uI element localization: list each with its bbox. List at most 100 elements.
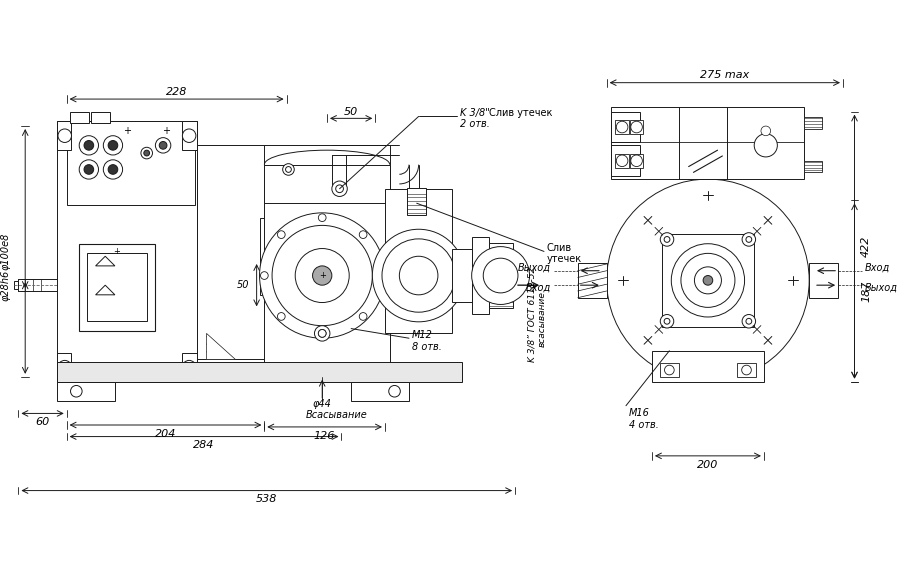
Bar <box>453 249 472 302</box>
Circle shape <box>156 137 171 153</box>
Circle shape <box>359 313 367 320</box>
Circle shape <box>472 246 529 304</box>
Bar <box>265 165 390 203</box>
Circle shape <box>631 121 643 133</box>
Bar <box>616 120 629 134</box>
Circle shape <box>319 329 326 337</box>
Text: 4 отв.: 4 отв. <box>629 420 659 430</box>
Bar <box>407 188 427 215</box>
Bar <box>197 146 266 360</box>
Text: 538: 538 <box>256 494 277 504</box>
Circle shape <box>260 271 268 280</box>
Text: 8 отв.: 8 отв. <box>412 342 442 352</box>
Circle shape <box>104 136 122 155</box>
Text: 60: 60 <box>35 417 50 427</box>
Text: утечек: утечек <box>547 254 582 264</box>
Circle shape <box>84 140 94 150</box>
Bar <box>67 121 195 205</box>
Circle shape <box>295 249 349 303</box>
Circle shape <box>332 181 347 197</box>
Text: K 3/8": K 3/8" <box>460 107 490 118</box>
Bar <box>737 363 756 377</box>
Circle shape <box>746 318 751 324</box>
Circle shape <box>285 166 292 172</box>
Bar <box>91 111 110 123</box>
Bar <box>660 363 679 377</box>
Circle shape <box>144 150 149 156</box>
Text: +: + <box>162 126 170 136</box>
Text: 200: 200 <box>698 459 718 470</box>
Circle shape <box>616 121 628 133</box>
Text: K 3/8” ГОСТ 6111-52: K 3/8” ГОСТ 6111-52 <box>528 266 537 362</box>
Text: φ28h6: φ28h6 <box>1 270 11 301</box>
Bar <box>611 146 641 176</box>
Circle shape <box>382 239 455 312</box>
Circle shape <box>283 164 294 175</box>
Circle shape <box>312 266 332 285</box>
Text: Выход: Выход <box>518 263 551 273</box>
Text: всасывание: всасывание <box>537 291 546 347</box>
Circle shape <box>761 126 770 136</box>
Bar <box>87 253 147 321</box>
Circle shape <box>661 233 674 246</box>
Circle shape <box>373 229 465 322</box>
Bar <box>652 351 764 382</box>
Circle shape <box>79 136 98 155</box>
Circle shape <box>108 140 118 150</box>
Circle shape <box>664 237 670 242</box>
Circle shape <box>104 160 122 179</box>
Text: 284: 284 <box>194 440 215 450</box>
Circle shape <box>631 155 643 166</box>
Bar <box>265 146 390 377</box>
Bar <box>630 154 644 168</box>
Circle shape <box>661 314 674 328</box>
Bar <box>662 234 754 327</box>
Text: φ44: φ44 <box>313 399 331 409</box>
Circle shape <box>400 256 438 295</box>
Circle shape <box>141 147 152 159</box>
Text: 50: 50 <box>237 280 249 290</box>
Text: Слив утечек: Слив утечек <box>489 107 553 118</box>
Text: +: + <box>123 126 131 136</box>
Text: +: + <box>319 271 326 280</box>
Circle shape <box>664 318 670 324</box>
Circle shape <box>58 129 71 143</box>
Bar <box>630 120 644 134</box>
Text: Вход: Вход <box>526 283 551 293</box>
Bar <box>57 121 71 150</box>
Text: Слив: Слив <box>547 242 572 252</box>
Circle shape <box>319 329 326 337</box>
Polygon shape <box>206 334 236 360</box>
Text: Выход: Выход <box>865 283 898 293</box>
Text: Всасывание: Всасывание <box>306 411 367 420</box>
Text: 204: 204 <box>155 429 176 438</box>
Text: M16: M16 <box>629 408 650 418</box>
Circle shape <box>79 160 98 179</box>
Circle shape <box>742 365 751 375</box>
Circle shape <box>376 271 384 280</box>
Text: 126: 126 <box>314 430 336 441</box>
Circle shape <box>742 314 756 328</box>
Text: 187: 187 <box>861 280 871 302</box>
Bar <box>57 382 115 401</box>
Text: +: + <box>113 247 121 256</box>
Circle shape <box>695 267 722 294</box>
Bar <box>385 188 453 334</box>
Circle shape <box>616 155 628 166</box>
Bar <box>805 117 822 129</box>
Bar <box>472 237 489 314</box>
Bar <box>57 353 71 382</box>
Circle shape <box>159 142 167 149</box>
Bar <box>611 107 805 179</box>
Circle shape <box>84 165 94 174</box>
Bar <box>69 111 89 123</box>
Text: 228: 228 <box>166 88 187 97</box>
Text: 422: 422 <box>861 236 871 258</box>
Text: Вход: Вход <box>865 263 890 273</box>
Circle shape <box>183 360 196 374</box>
Text: 275 max: 275 max <box>700 70 750 80</box>
Bar <box>57 362 462 382</box>
Circle shape <box>336 185 344 193</box>
Circle shape <box>607 179 809 382</box>
Bar <box>489 243 513 309</box>
